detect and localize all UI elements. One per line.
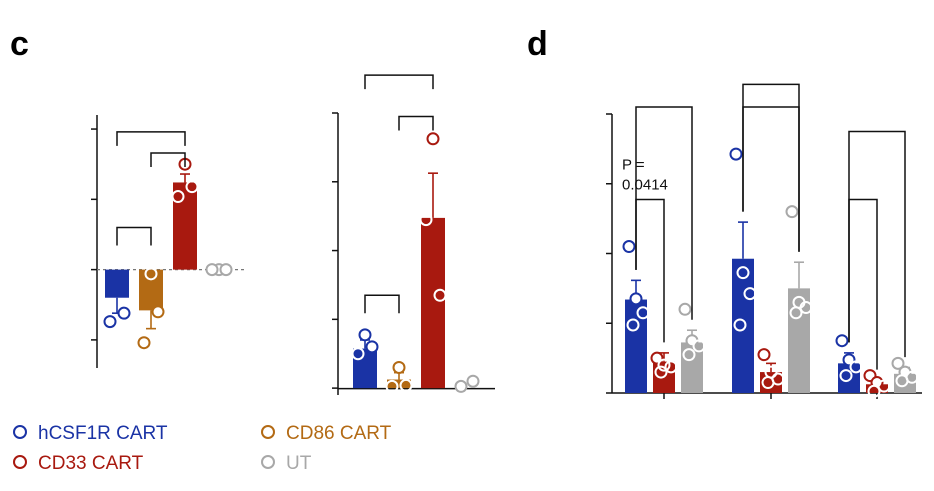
bar-cd33-cart bbox=[173, 182, 197, 270]
significance-bracket bbox=[364, 74, 434, 90]
data-point-hcsf1r-cart bbox=[835, 334, 849, 348]
data-point-cd33-cart bbox=[650, 351, 664, 365]
bar-cd86-cart bbox=[139, 269, 163, 311]
data-point-ut bbox=[205, 263, 219, 277]
data-point-hcsf1r-cart bbox=[626, 318, 640, 332]
data-point-ut bbox=[799, 301, 813, 315]
panel-letter-d: d bbox=[527, 25, 548, 63]
significance-bracket bbox=[848, 198, 878, 370]
legend-label-cd33: CD33 CART bbox=[38, 453, 144, 474]
data-point-ut bbox=[678, 302, 692, 316]
data-point-cd33-cart bbox=[654, 365, 668, 379]
data-point-hcsf1r-cart bbox=[358, 328, 372, 342]
data-point-cd33-cart bbox=[657, 358, 671, 372]
data-point-cd33-cart bbox=[664, 360, 678, 374]
data-point-hcsf1r-cart bbox=[629, 292, 643, 306]
data-point-cd86-cart bbox=[385, 379, 399, 393]
legend-label-cd86: CD86 CART bbox=[286, 423, 392, 444]
data-point-ut bbox=[219, 263, 233, 277]
data-point-ut bbox=[454, 379, 468, 393]
significance-bracket bbox=[635, 106, 693, 320]
bar-ut-c-f-u-e bbox=[681, 342, 703, 393]
significance-bracket bbox=[848, 130, 906, 358]
panel-letter-c: c bbox=[10, 25, 29, 63]
data-point-cd33-cart bbox=[761, 376, 775, 390]
legend-label-hcsf1r: hCSF1R CART bbox=[38, 423, 168, 444]
colony-count-chart: P = 0.0414 bbox=[606, 83, 922, 399]
specific-lysis-chart bbox=[91, 115, 245, 368]
data-point-ut bbox=[789, 306, 803, 320]
bar-ut-bfu-e bbox=[788, 288, 810, 393]
bar-hcsf1r-cart bbox=[353, 348, 377, 389]
data-point-hcsf1r-cart bbox=[110, 250, 124, 264]
data-point-cd33-cart bbox=[867, 384, 881, 398]
data-point-cd33-cart bbox=[433, 288, 447, 302]
data-point-cd86-cart bbox=[399, 378, 413, 392]
data-point-ut bbox=[692, 339, 706, 353]
legend: hCSF1R CART CD86 CART CD33 CART UT bbox=[13, 423, 392, 474]
significance-bracket bbox=[364, 294, 400, 314]
legend-label-ut: UT bbox=[286, 453, 312, 474]
data-point-hcsf1r-cart bbox=[733, 318, 747, 332]
significance-bracket bbox=[150, 152, 186, 167]
data-point-hcsf1r-cart bbox=[842, 353, 856, 367]
data-point-cd33-cart bbox=[426, 132, 440, 146]
data-point-hcsf1r-cart bbox=[622, 240, 636, 254]
data-point-hcsf1r-cart bbox=[743, 287, 757, 301]
legend-marker-cd33 bbox=[13, 455, 27, 469]
data-point-cd33-cart bbox=[185, 180, 199, 194]
legend-marker-ut bbox=[261, 455, 275, 469]
data-point-cd33-cart bbox=[877, 379, 891, 393]
data-point-ut bbox=[891, 356, 905, 370]
data-point-ut bbox=[785, 205, 799, 219]
hifng-chart bbox=[332, 74, 495, 395]
legend-marker-cd86 bbox=[261, 425, 275, 439]
data-point-cd33-cart bbox=[757, 348, 771, 362]
data-point-cd33-cart bbox=[171, 190, 185, 204]
data-point-cd86-cart bbox=[151, 305, 165, 319]
data-point-hcsf1r-cart bbox=[636, 306, 650, 320]
data-point-ut bbox=[682, 348, 696, 362]
data-point-cd33-cart bbox=[419, 213, 433, 227]
data-point-cd86-cart bbox=[137, 336, 151, 350]
bar-cd86-cart bbox=[387, 379, 411, 389]
significance-bracket bbox=[116, 131, 186, 146]
data-point-hcsf1r-cart bbox=[117, 306, 131, 320]
significance-bracket bbox=[742, 83, 800, 252]
bar-hcsf1r-cart bbox=[105, 269, 129, 298]
data-point-ut bbox=[895, 374, 909, 388]
data-point-cd86-cart bbox=[144, 267, 158, 281]
significance-bracket bbox=[742, 106, 800, 252]
data-point-hcsf1r-cart bbox=[351, 347, 365, 361]
data-point-ut bbox=[466, 374, 480, 388]
data-point-cd86-cart bbox=[392, 360, 406, 374]
significance-bracket bbox=[398, 115, 434, 131]
significance-bracket bbox=[116, 226, 152, 246]
data-point-hcsf1r-cart bbox=[729, 147, 743, 161]
data-point-hcsf1r-cart bbox=[736, 266, 750, 280]
bar-cd33-cart bbox=[421, 217, 445, 389]
data-point-hcsf1r-cart bbox=[365, 340, 379, 354]
data-point-hcsf1r-cart bbox=[103, 315, 117, 329]
data-point-hcsf1r-cart bbox=[849, 360, 863, 374]
bar-ut-c-f-u-gm bbox=[894, 373, 916, 393]
bar-hcsf1r-cart-bfu-e bbox=[732, 258, 754, 393]
significance-label: P = 0.0414 bbox=[622, 156, 668, 193]
data-point-hcsf1r-cart bbox=[839, 369, 853, 383]
bar-hcsf1r-cart-c-f-u-e bbox=[625, 299, 647, 393]
legend-marker-hcsf1r bbox=[13, 425, 27, 439]
